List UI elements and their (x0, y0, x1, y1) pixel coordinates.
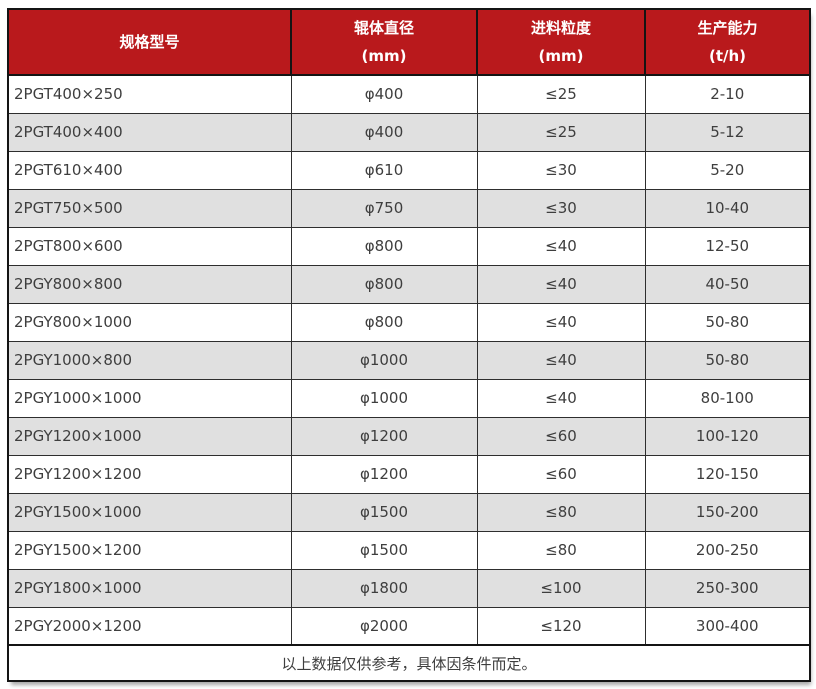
table-row: 2PGT400×250 φ400 ≤25 2-10 (7, 74, 811, 114)
capacity-cell: 120-150 (644, 454, 811, 494)
feed-size-cell: ≤30 (476, 188, 646, 228)
feed-size-cell: ≤40 (476, 378, 646, 418)
table-row: 2PGY1500×1000 φ1500 ≤80 150-200 (7, 492, 811, 532)
model-cell: 2PGT400×250 (7, 74, 292, 114)
model-cell: 2PGY1000×800 (7, 340, 292, 380)
feed-size-cell: ≤40 (476, 264, 646, 304)
capacity-cell: 12-50 (644, 226, 811, 266)
model-cell: 2PGY1000×1000 (7, 378, 292, 418)
header-capacity: 生产能力 (t/h) (644, 8, 811, 76)
table-row: 2PGY1000×1000 φ1000 ≤40 80-100 (7, 378, 811, 418)
header-row: 规格型号 辊体直径 (mm) 进料粒度 (mm) 生产能力 (t/h) (7, 8, 811, 76)
header-capacity-label: 生产能力 (697, 18, 758, 37)
table-row: 2PGY1500×1200 φ1500 ≤80 200-250 (7, 530, 811, 570)
diameter-cell: φ400 (290, 112, 478, 152)
diameter-cell: φ800 (290, 226, 478, 266)
diameter-cell: φ2000 (290, 606, 478, 646)
capacity-cell: 5-12 (644, 112, 811, 152)
capacity-cell: 10-40 (644, 188, 811, 228)
feed-size-cell: ≤30 (476, 150, 646, 190)
model-cell: 2PGY1800×1000 (7, 568, 292, 608)
diameter-cell: φ1000 (290, 340, 478, 380)
model-cell: 2PGT610×400 (7, 150, 292, 190)
diameter-cell: φ750 (290, 188, 478, 228)
feed-size-cell: ≤40 (476, 340, 646, 380)
model-cell: 2PGT750×500 (7, 188, 292, 228)
header-model-label: 规格型号 (119, 32, 180, 51)
diameter-cell: φ800 (290, 264, 478, 304)
header-capacity-unit: (t/h) (708, 47, 747, 65)
model-cell: 2PGY1200×1000 (7, 416, 292, 456)
capacity-cell: 150-200 (644, 492, 811, 532)
header-roller-diameter-unit: (mm) (361, 47, 407, 65)
diameter-cell: φ800 (290, 302, 478, 342)
diameter-cell: φ400 (290, 74, 478, 114)
model-cell: 2PGY1500×1000 (7, 492, 292, 532)
header-roller-diameter: 辊体直径 (mm) (290, 8, 478, 76)
model-cell: 2PGY800×800 (7, 264, 292, 304)
feed-size-cell: ≤60 (476, 454, 646, 494)
diameter-cell: φ1500 (290, 530, 478, 570)
model-cell: 2PGY2000×1200 (7, 606, 292, 646)
table-row: 2PGY2000×1200 φ2000 ≤120 300-400 (7, 606, 811, 646)
feed-size-cell: ≤25 (476, 74, 646, 114)
model-cell: 2PGT400×400 (7, 112, 292, 152)
model-cell: 2PGT800×600 (7, 226, 292, 266)
feed-size-cell: ≤100 (476, 568, 646, 608)
table-row: 2PGY1200×1200 φ1200 ≤60 120-150 (7, 454, 811, 494)
capacity-cell: 40-50 (644, 264, 811, 304)
feed-size-cell: ≤40 (476, 226, 646, 266)
footer-row: 以上数据仅供参考，具体因条件而定。 (7, 644, 811, 682)
diameter-cell: φ1800 (290, 568, 478, 608)
table-row: 2PGY1000×800 φ1000 ≤40 50-80 (7, 340, 811, 380)
table-row: 2PGY1800×1000 φ1800 ≤100 250-300 (7, 568, 811, 608)
capacity-cell: 50-80 (644, 302, 811, 342)
header-roller-diameter-label: 辊体直径 (353, 18, 414, 37)
table-body: 2PGT400×250 φ400 ≤25 2-10 2PGT400×400 φ400 ≤25… (7, 74, 811, 646)
feed-size-cell: ≤120 (476, 606, 646, 646)
header-feed-size-unit: (mm) (538, 47, 584, 65)
capacity-cell: 300-400 (644, 606, 811, 646)
model-cell: 2PGY1200×1200 (7, 454, 292, 494)
feed-size-cell: ≤60 (476, 416, 646, 456)
table-row: 2PGT800×600 φ800 ≤40 12-50 (7, 226, 811, 266)
header-model: 规格型号 (7, 8, 292, 76)
table-row: 2PGY800×1000 φ800 ≤40 50-80 (7, 302, 811, 342)
capacity-cell: 250-300 (644, 568, 811, 608)
header-feed-size-label: 进料粒度 (530, 18, 591, 37)
feed-size-cell: ≤80 (476, 530, 646, 570)
table-row: 2PGT400×400 φ400 ≤25 5-12 (7, 112, 811, 152)
capacity-cell: 2-10 (644, 74, 811, 114)
table-row: 2PGT750×500 φ750 ≤30 10-40 (7, 188, 811, 228)
diameter-cell: φ1200 (290, 454, 478, 494)
header-feed-size: 进料粒度 (mm) (476, 8, 646, 76)
diameter-cell: φ1000 (290, 378, 478, 418)
table-header: 规格型号 辊体直径 (mm) 进料粒度 (mm) 生产能力 (t/h) (7, 8, 811, 76)
spec-table: 规格型号 辊体直径 (mm) 进料粒度 (mm) 生产能力 (t/h) (7, 8, 811, 682)
capacity-cell: 200-250 (644, 530, 811, 570)
capacity-cell: 50-80 (644, 340, 811, 380)
diameter-cell: φ610 (290, 150, 478, 190)
feed-size-cell: ≤40 (476, 302, 646, 342)
diameter-cell: φ1200 (290, 416, 478, 456)
table-row: 2PGY1200×1000 φ1200 ≤60 100-120 (7, 416, 811, 456)
diameter-cell: φ1500 (290, 492, 478, 532)
feed-size-cell: ≤80 (476, 492, 646, 532)
model-cell: 2PGY1500×1200 (7, 530, 292, 570)
capacity-cell: 80-100 (644, 378, 811, 418)
table-footer: 以上数据仅供参考，具体因条件而定。 (7, 644, 811, 682)
capacity-cell: 5-20 (644, 150, 811, 190)
model-cell: 2PGY800×1000 (7, 302, 292, 342)
capacity-cell: 100-120 (644, 416, 811, 456)
footer-note: 以上数据仅供参考，具体因条件而定。 (7, 644, 811, 682)
table-row: 2PGY800×800 φ800 ≤40 40-50 (7, 264, 811, 304)
table-row: 2PGT610×400 φ610 ≤30 5-20 (7, 150, 811, 190)
feed-size-cell: ≤25 (476, 112, 646, 152)
